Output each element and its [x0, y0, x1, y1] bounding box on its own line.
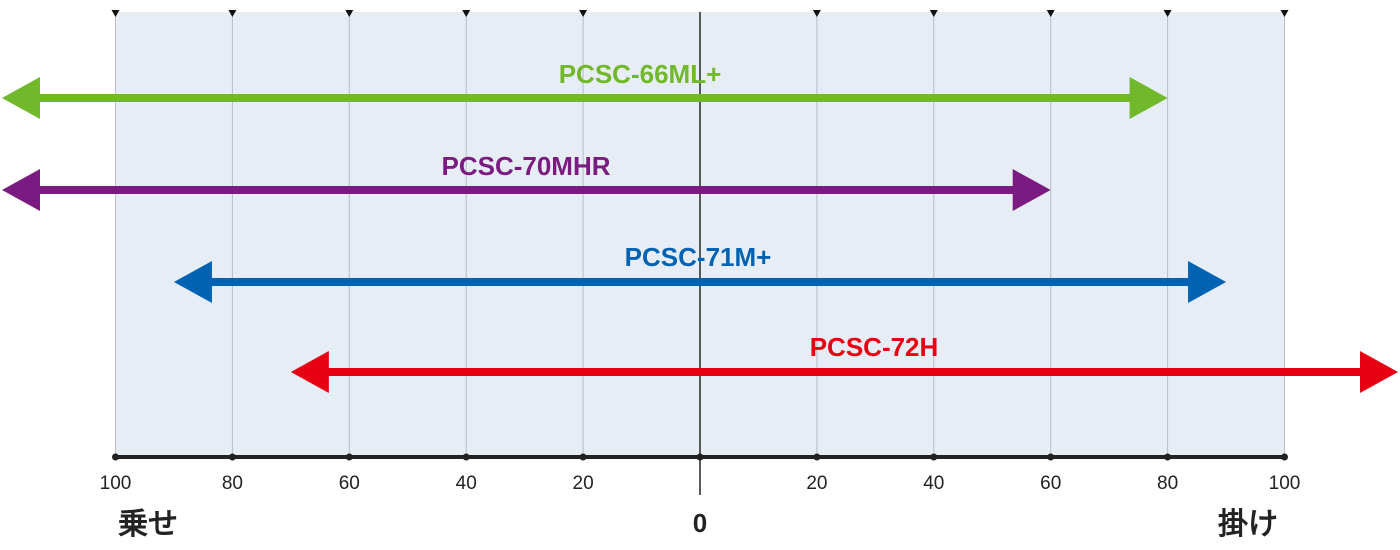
series-arrows: PCSC-66ML+ PCSC-70MHR PCSC-71M+ PCSC-72H: [2, 59, 1398, 393]
top-tick-marker: [929, 10, 938, 17]
series-arrow: PCSC-70MHR: [2, 151, 1051, 211]
axis-tick-dot: [1047, 453, 1055, 461]
series-arrow-shaft: [36, 94, 1134, 102]
series-arrow-shaft: [324, 368, 1365, 376]
series-label: PCSC-72H: [810, 332, 939, 362]
x-tick-label: 100: [100, 473, 132, 494]
axis-tick-dot: [462, 453, 470, 461]
x-tick-label: 60: [339, 473, 360, 494]
series-arrow: PCSC-72H: [290, 332, 1398, 393]
axis-tick-dot: [1281, 453, 1288, 461]
series-arrow-right-head: [1360, 351, 1398, 393]
axis-tick-dot: [696, 453, 704, 461]
x-tick-labels: 100 80 60 40 20 20 40 60 80 100: [100, 453, 1301, 494]
x-tick-label: 80: [222, 473, 243, 494]
series-arrow-left-head: [2, 77, 40, 119]
axis-tick-dot: [112, 453, 119, 461]
x-tick-label: 40: [456, 473, 477, 494]
top-tick-markers: [111, 10, 1289, 17]
right-end-label: 掛け: [1218, 507, 1278, 542]
top-tick-marker: [1163, 10, 1172, 17]
grid-lines: [115, 12, 1285, 457]
axis-tick-dot: [345, 453, 353, 461]
series-arrow-shaft: [207, 278, 1193, 286]
x-tick-label: 40: [923, 473, 944, 494]
top-tick-marker: [1280, 10, 1289, 17]
axis-tick-dot: [228, 453, 236, 461]
axis-tick-dot: [1164, 453, 1172, 461]
series-arrow-left-head: [173, 261, 212, 303]
left-end-label: 乗せ: [118, 507, 178, 542]
series-arrow-right-head: [1012, 169, 1051, 211]
top-tick-marker: [579, 10, 588, 17]
axis-tick-dot: [930, 453, 938, 461]
series-arrow-left-head: [290, 351, 329, 393]
top-tick-marker: [345, 10, 354, 17]
x-tick-label: 20: [806, 473, 827, 494]
series-arrow-right-head: [1188, 261, 1227, 303]
x-tick-label: 20: [573, 473, 594, 494]
series-label: PCSC-70MHR: [441, 151, 610, 181]
axis-tick-dot: [579, 453, 587, 461]
series-arrow-left-head: [2, 169, 40, 211]
series-arrow: PCSC-71M+: [173, 242, 1227, 303]
x-tick-label: 80: [1157, 473, 1178, 494]
x-tick-label: 100: [1269, 473, 1301, 494]
series-label: PCSC-66ML+: [559, 59, 722, 89]
x-tick-label: 60: [1040, 473, 1061, 494]
series-label: PCSC-71M+: [625, 242, 772, 272]
top-tick-marker: [812, 10, 821, 17]
series-arrow-shaft: [36, 186, 1017, 194]
series-arrow-right-head: [1129, 77, 1168, 119]
top-tick-marker: [462, 10, 471, 17]
top-tick-marker: [1046, 10, 1055, 17]
top-tick-marker: [228, 10, 237, 17]
series-arrow: PCSC-66ML+: [2, 59, 1168, 119]
axis-tick-dot: [813, 453, 821, 461]
top-tick-marker: [111, 10, 120, 17]
center-zero-label: 0: [693, 508, 707, 538]
